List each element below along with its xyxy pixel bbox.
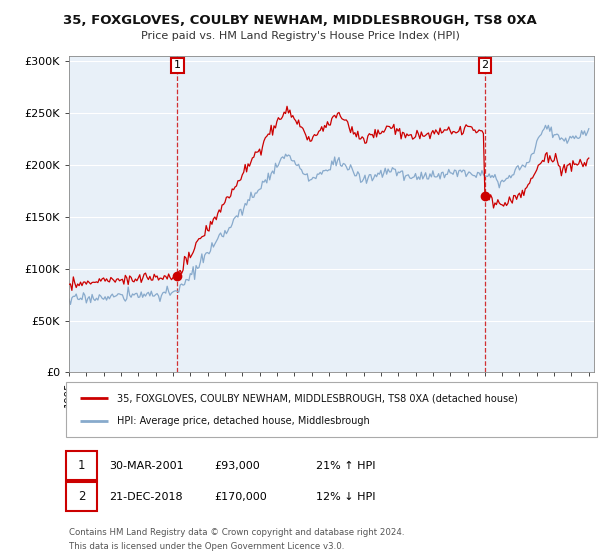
Text: 2: 2: [481, 60, 488, 71]
Text: 1: 1: [174, 60, 181, 71]
Text: £170,000: £170,000: [214, 492, 267, 502]
Text: HPI: Average price, detached house, Middlesbrough: HPI: Average price, detached house, Midd…: [117, 416, 370, 426]
Text: 21% ↑ HPI: 21% ↑ HPI: [316, 461, 376, 471]
Text: 2: 2: [78, 490, 85, 503]
Text: £93,000: £93,000: [214, 461, 260, 471]
Text: 21-DEC-2018: 21-DEC-2018: [109, 492, 183, 502]
Text: 12% ↓ HPI: 12% ↓ HPI: [316, 492, 376, 502]
Text: This data is licensed under the Open Government Licence v3.0.: This data is licensed under the Open Gov…: [69, 542, 344, 551]
Text: 35, FOXGLOVES, COULBY NEWHAM, MIDDLESBROUGH, TS8 0XA (detached house): 35, FOXGLOVES, COULBY NEWHAM, MIDDLESBRO…: [117, 393, 518, 403]
Text: 30-MAR-2001: 30-MAR-2001: [109, 461, 184, 471]
Text: Contains HM Land Registry data © Crown copyright and database right 2024.: Contains HM Land Registry data © Crown c…: [69, 528, 404, 536]
Text: 1: 1: [78, 459, 85, 473]
Text: Price paid vs. HM Land Registry's House Price Index (HPI): Price paid vs. HM Land Registry's House …: [140, 31, 460, 41]
Text: 35, FOXGLOVES, COULBY NEWHAM, MIDDLESBROUGH, TS8 0XA: 35, FOXGLOVES, COULBY NEWHAM, MIDDLESBRO…: [63, 14, 537, 27]
